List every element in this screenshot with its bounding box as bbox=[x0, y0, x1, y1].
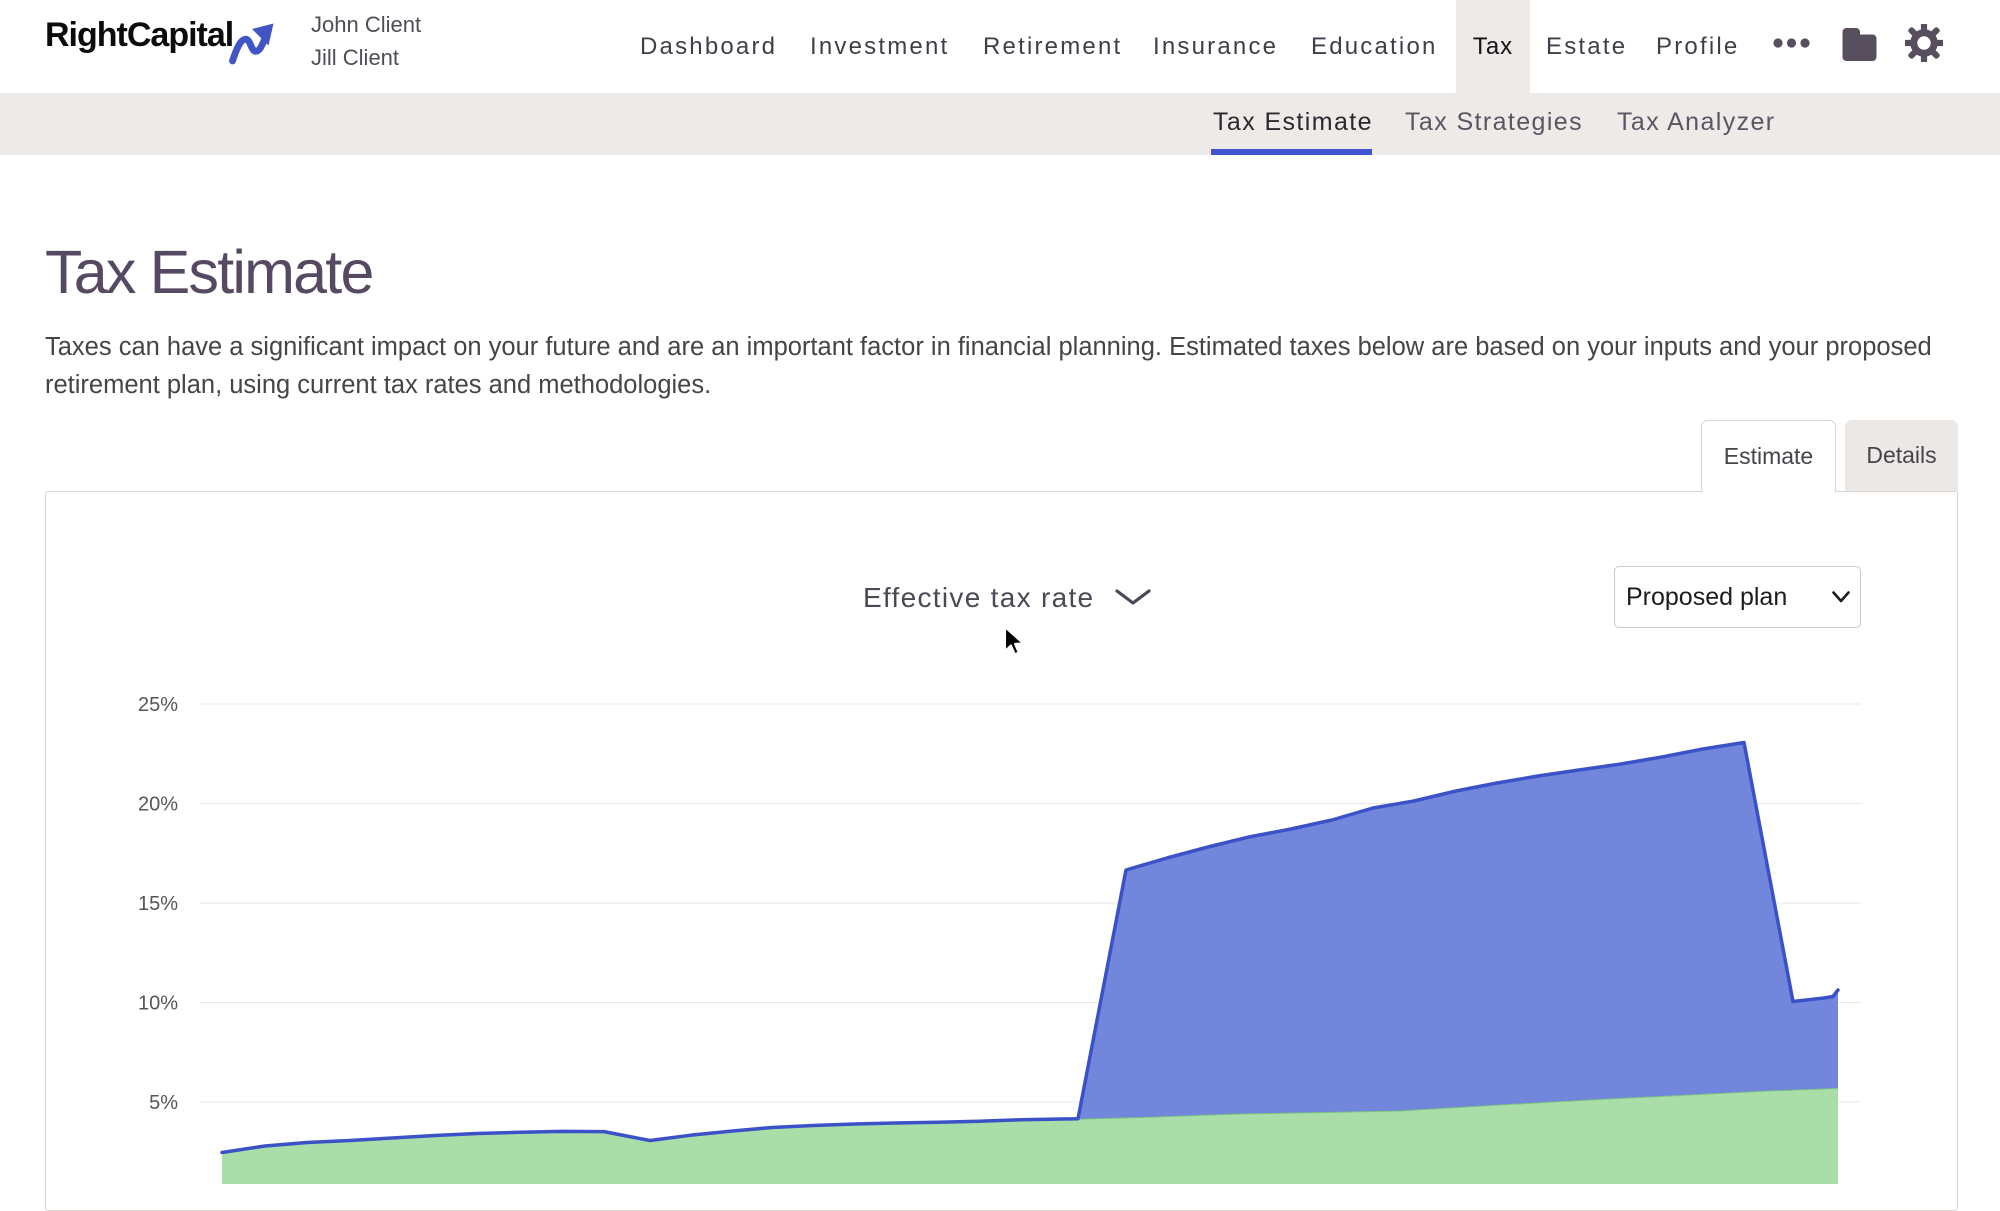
svg-text:10%: 10% bbox=[138, 993, 178, 1015]
svg-text:5%: 5% bbox=[149, 1092, 178, 1114]
svg-text:25%: 25% bbox=[138, 694, 178, 716]
svg-text:20%: 20% bbox=[138, 794, 178, 816]
svg-text:15%: 15% bbox=[138, 893, 178, 915]
